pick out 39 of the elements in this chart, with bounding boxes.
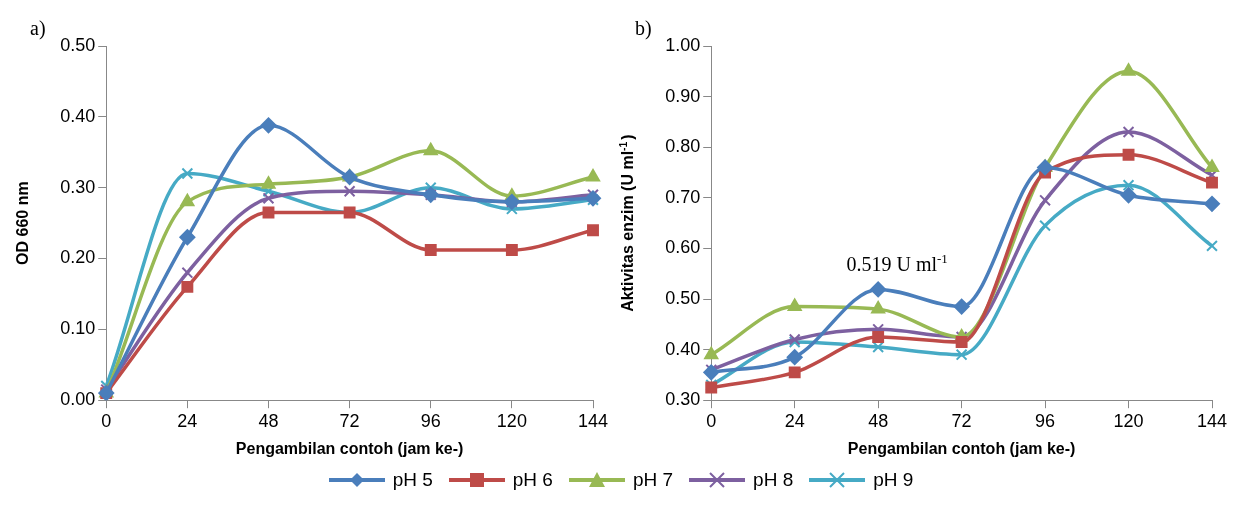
y-axis-title: OD 660 nm (14, 181, 31, 265)
x-tick-label: 48 (258, 410, 279, 431)
y-tick-label: 0.80 (665, 136, 701, 157)
x-tick-label: 72 (951, 410, 972, 431)
chart-title: a) (30, 17, 46, 41)
y-tick-label: 1.00 (665, 34, 701, 55)
x-tick-label: 120 (496, 410, 527, 431)
x-tick-label: 0 (706, 410, 717, 431)
y-tick-label: 0.00 (60, 389, 96, 410)
y-tick-label: 0.50 (665, 287, 701, 308)
y-tick-label: 0.40 (665, 338, 701, 359)
y-axis-title: Aktivitas enzim (U ml-1) (617, 134, 636, 312)
y-tick-label: 0.30 (60, 176, 96, 197)
legend-label: pH 7 (632, 469, 674, 491)
x-tick-label: 0 (101, 410, 112, 431)
y-tick-label: 0.20 (60, 247, 96, 268)
legend-label: pH 8 (753, 469, 794, 491)
x-tick-label: 96 (420, 410, 441, 431)
x-tick-label: 72 (339, 410, 360, 431)
y-tick-label: 0.60 (665, 237, 701, 258)
x-tick-label: 96 (1035, 410, 1056, 431)
y-tick-label: 0.30 (665, 389, 701, 410)
legend-label: pH 6 (512, 469, 553, 491)
legend-label: pH 5 (392, 469, 433, 491)
y-tick-label: 0.90 (665, 85, 701, 106)
x-tick-label: 24 (784, 410, 805, 431)
x-tick-label: 144 (577, 410, 609, 431)
x-tick-label: 48 (868, 410, 889, 431)
y-tick-label: 0.70 (665, 186, 701, 207)
y-tick-label: 0.40 (60, 105, 96, 126)
legend-label: pH 9 (873, 469, 914, 491)
x-axis-title: Pengambilan contoh (jam ke-) (847, 439, 1076, 457)
chart-title: b) (635, 17, 652, 41)
x-tick-label: 24 (177, 410, 198, 431)
x-axis-title: Pengambilan contoh (jam ke-) (235, 439, 464, 457)
x-tick-label: 120 (1113, 410, 1144, 431)
y-tick-label: 0.50 (60, 34, 96, 55)
x-tick-label: 144 (1196, 410, 1228, 431)
y-tick-label: 0.10 (60, 318, 96, 339)
